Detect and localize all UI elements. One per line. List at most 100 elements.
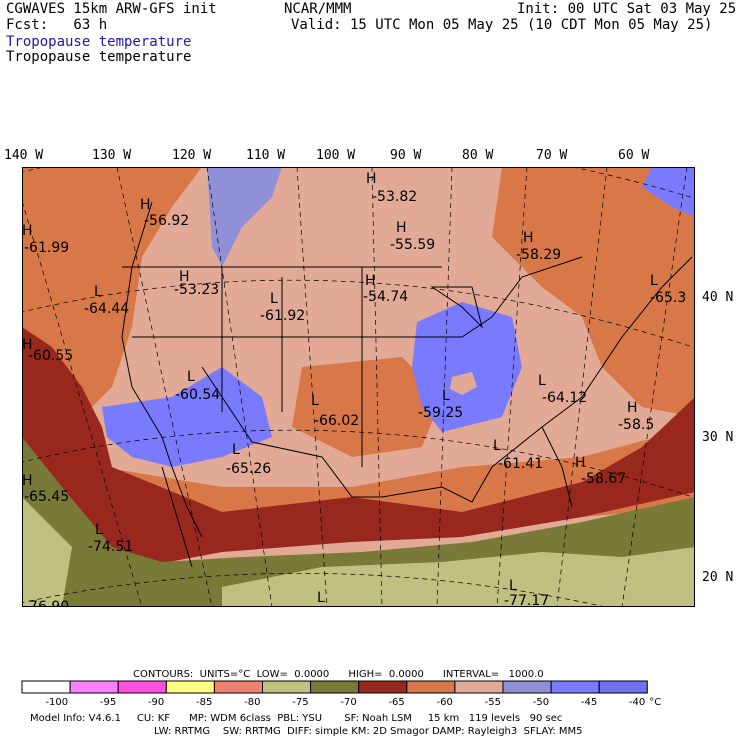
map-label: L [311, 393, 319, 409]
lon-label-90w: 90 W [390, 148, 422, 163]
legend-tick-label: -100 [45, 697, 68, 708]
contours-info: CONTOURS: UNITS=°C LOW= 0.0000 HIGH= 0.0… [133, 669, 544, 680]
map-label: -65.26 [226, 461, 271, 477]
map-label: -64.44 [84, 301, 129, 317]
legend-color-box [502, 680, 552, 694]
lon-label-100w: 100 W [316, 148, 356, 163]
valid-time: Valid: 15 UTC Mon 05 May 25 (10 CDT Mon … [291, 17, 713, 33]
map-label: -59.25 [418, 405, 463, 421]
map-label: H [575, 455, 586, 471]
forecast-hour: Fcst: 63 h [6, 17, 108, 33]
map-label: L [650, 273, 658, 289]
field-blue-southwest [102, 367, 272, 467]
field-orange-northeast [492, 167, 695, 417]
lon-label-140w: 140 W [4, 148, 44, 163]
legend-color-box [165, 680, 215, 694]
init-time: Init: 00 UTC Sat 03 May 25 [517, 1, 737, 17]
map-label: -61.41 [498, 456, 543, 472]
map-label: -61.92 [260, 308, 305, 324]
map-label: -58.67 [581, 471, 626, 487]
field-khaki-band [22, 497, 72, 607]
lon-label-70w: 70 W [536, 148, 568, 163]
model-info-line2: LW: RRTMG SW: RRTMG DIFF: simple KM: 2D … [154, 726, 583, 737]
field-orange-west [22, 167, 202, 417]
legend-color-box [406, 680, 456, 694]
map-label: L [317, 590, 325, 606]
legend-color-box [598, 680, 648, 694]
map-label: -74.51 [88, 539, 133, 555]
map-label: -58.29 [516, 247, 561, 263]
org-label: NCAR/MMM [284, 1, 352, 17]
map-label: -77.17 [504, 593, 549, 607]
legend-color-box [550, 680, 600, 694]
legend-color-box [117, 680, 167, 694]
legend-tick-label: -55 [485, 697, 501, 708]
map-label: -66.02 [314, 413, 359, 429]
map-label: -53.23 [174, 282, 219, 298]
legend-tick-label: -80 [244, 697, 260, 708]
lon-label-130w: 130 W [92, 148, 132, 163]
lon-label-120w: 120 W [172, 148, 212, 163]
map-label: -61.99 [24, 240, 69, 256]
map-label: L [442, 388, 450, 404]
legend-color-box [69, 680, 119, 694]
map-label: -55.59 [390, 237, 435, 253]
field-red-band [22, 327, 695, 567]
legend-unit-label: °C [649, 697, 661, 708]
legend-tick-label: -60 [437, 697, 453, 708]
legend-color-box [310, 680, 360, 694]
map-label: L [187, 369, 195, 385]
map-label: H [366, 171, 377, 187]
map-label: H [523, 230, 534, 246]
field-title-2: Tropopause temperature [6, 49, 192, 65]
map-label: H [396, 220, 407, 236]
map-label: L [232, 442, 240, 458]
legend-tick-label: -45 [581, 697, 597, 708]
field-blue-ohio-valley [412, 302, 522, 432]
map-label: -53.82 [372, 189, 417, 205]
lon-label-60w: 60 W [618, 148, 650, 163]
lon-label-80w: 80 W [462, 148, 494, 163]
map-label: L [509, 578, 517, 594]
map-label: H [365, 273, 376, 289]
legend-color-box [454, 680, 504, 694]
legend-tick-label: -40 [629, 697, 645, 708]
lon-label-110w: 110 W [246, 148, 286, 163]
legend-color-box [21, 680, 71, 694]
map-label: -56.92 [144, 213, 189, 229]
map-label: H [22, 223, 33, 239]
map-label: -60.55 [28, 348, 73, 364]
map-label: L [95, 522, 103, 538]
map-label: H [22, 337, 33, 353]
field-blue-west [207, 167, 282, 267]
legend-tick-label: -50 [533, 697, 549, 708]
map-label: -65.45 [24, 489, 69, 505]
map-label: H [22, 473, 33, 489]
legend-tick-label: -85 [196, 697, 212, 708]
map-label: -65.3 [650, 290, 686, 306]
legend-tick-label: -95 [100, 697, 116, 708]
lat-label-40n: 40 N [702, 290, 734, 305]
tropopause-temperature-map: H -53.82 H -56.92 H -55.59 H -61.99 H -5… [22, 167, 695, 607]
legend-tick-label: -75 [292, 697, 308, 708]
map-label: -54.74 [363, 289, 408, 305]
field-title-1: Tropopause temperature [6, 34, 192, 50]
map-label: L [493, 438, 501, 454]
map-label: H [140, 197, 151, 213]
model-title: CGWAVES 15km ARW-GFS init [6, 1, 217, 17]
map-label: H [179, 269, 190, 285]
legend-color-box [262, 680, 312, 694]
legend-color-box [358, 680, 408, 694]
lat-label-20n: 20 N [702, 570, 734, 585]
map-label: L [538, 373, 546, 389]
map-label: -76.90 [24, 599, 69, 607]
lat-label-30n: 30 N [702, 430, 734, 445]
legend-tick-label: -65 [388, 697, 404, 708]
map-label: L [270, 291, 278, 307]
map-label: -60.54 [175, 387, 220, 403]
legend-tick-label: -70 [340, 697, 356, 708]
map-label: L [94, 284, 102, 300]
model-info-line1: Model Info: V4.6.1 CU: KF MP: WDM 6class… [30, 713, 563, 724]
map-label: H [627, 400, 638, 416]
